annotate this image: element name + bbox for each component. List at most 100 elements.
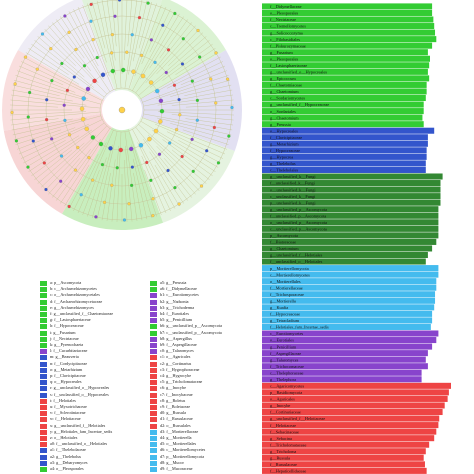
cladogram-node [90, 135, 96, 140]
legend-swatch [150, 429, 157, 435]
cladogram-node [110, 183, 114, 187]
cladogram-branch [145, 25, 196, 84]
legend-swatch [40, 423, 47, 429]
legend-label: l: f__Cucurbitariaceae [50, 348, 88, 354]
cladogram-branch [132, 129, 176, 209]
bar-label: g__Kuafia [270, 305, 288, 310]
cladogram-node [130, 183, 134, 187]
cladogram-node [102, 200, 107, 204]
cladogram-node [147, 136, 152, 142]
cladogram-branch [10, 99, 101, 109]
cladogram-node [100, 162, 105, 167]
cladogram-node [45, 98, 49, 102]
cladogram-branch [133, 172, 143, 221]
cladogram-branch [162, 44, 213, 81]
cladogram-branch [128, 130, 157, 217]
bar [262, 310, 433, 317]
cladogram-node [146, 1, 150, 5]
bar [262, 55, 430, 62]
cladogram-node [212, 125, 216, 130]
cladogram-root-node [118, 106, 126, 114]
cladogram-branch [138, 124, 207, 184]
cladogram-node [140, 73, 146, 79]
bar-label: o__Pleosporales [270, 56, 298, 61]
cladogram-node [13, 82, 17, 86]
bar-label: f__Nectriaceae [270, 17, 296, 22]
cladogram-node [195, 98, 199, 102]
cladogram-node [89, 19, 93, 23]
cladogram-branch [106, 159, 116, 222]
cladogram-node [172, 83, 177, 87]
cladogram-branch [124, 159, 128, 222]
legend-swatch [150, 467, 157, 472]
cladogram-node [177, 202, 181, 206]
cladogram-branch [163, 158, 196, 195]
bar [262, 304, 435, 311]
cladogram-branch [31, 122, 105, 176]
legend-label: a1: f__Thelebolaceae [50, 447, 86, 453]
cladogram-node [113, 14, 117, 18]
cladogram-node [98, 141, 104, 147]
legend-label: e: g__Archaeorhizomyces [50, 304, 94, 310]
cladogram-branch [92, 144, 113, 219]
legend-label: d1: f__Russulaceae [160, 416, 193, 422]
bar [262, 291, 436, 298]
bar [262, 258, 426, 265]
legend-swatch [150, 454, 157, 460]
legend-label: v: f__Sclerotiniaceae [50, 410, 86, 416]
legend-label: c9: f__Boletaceae [160, 404, 191, 409]
bar-label: g__unclassified_p__Ascomycota [270, 207, 327, 212]
cladogram-branch [153, 56, 221, 94]
cladogram-node [87, 156, 91, 160]
bar-label: f__unclassified_p__Ascomycota [270, 213, 326, 218]
cladogram-node [74, 47, 78, 52]
cladogram-node [168, 141, 172, 145]
legend-label: s: f__unclassified_o__Hypocreales [50, 391, 109, 397]
legend-label: w: f__Helotiaceae [50, 416, 81, 422]
legend-swatch [40, 398, 47, 404]
bar-label: g__Solicoccozyma [270, 30, 303, 35]
bar [262, 441, 430, 448]
cladogram-branch [128, 3, 157, 90]
bar [262, 363, 428, 370]
bar [262, 62, 430, 69]
clade-sector [18, 0, 116, 100]
bar [262, 422, 439, 429]
bar [262, 75, 430, 82]
cladogram-node [110, 33, 114, 37]
legend-swatch [150, 448, 157, 454]
cladogram-node [149, 38, 153, 42]
legend-label: x: g__unclassified_f__Helotiales [50, 422, 106, 428]
bar [262, 232, 439, 239]
bar-label: o__unclassified_p__Ascomycota [270, 220, 327, 225]
legend-label: d7: p__Mortierellomycota [160, 453, 205, 459]
cladogram-node [151, 213, 155, 218]
bar-label: o__unclassified_k__Fungi [270, 187, 316, 192]
cladogram-node [225, 77, 230, 81]
bar-label: o__Mortierellales [270, 279, 301, 284]
bar [262, 166, 426, 173]
cladogram-node [216, 161, 221, 165]
bar [262, 29, 436, 36]
bar-label: c__unclassified_p__Ascomycota [270, 227, 327, 232]
bar [262, 238, 437, 245]
legend-label: m: g__Beauveria [50, 354, 79, 360]
bar [262, 408, 443, 416]
cladogram-branch [140, 13, 180, 80]
cladogram-branch [137, 142, 171, 211]
legend-swatch [150, 398, 157, 404]
bar [262, 284, 437, 291]
legend-label: j: f__Nectriaceae [50, 335, 79, 341]
cladogram-branch [10, 94, 87, 106]
bar [262, 369, 422, 376]
legend-swatch [40, 417, 47, 423]
cladogram-branch [73, 9, 95, 53]
cladogram-branch [23, 56, 91, 94]
bar [262, 376, 422, 383]
cladogram-node [81, 96, 86, 101]
cladogram-branch [10, 118, 59, 126]
cladogram-node [65, 88, 70, 93]
cladogram-node [128, 146, 134, 152]
cladogram-branch [28, 48, 69, 75]
legend-swatch [40, 287, 47, 293]
